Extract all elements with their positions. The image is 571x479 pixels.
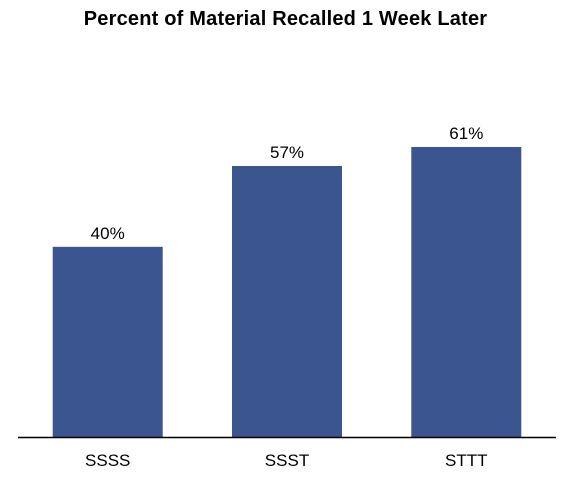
chart-title: Percent of Material Recalled 1 Week Late… [83, 8, 488, 30]
data-label-sttt: 61% [449, 124, 483, 143]
tick-labels-layer: SSSS SSST STTT [85, 451, 488, 470]
tick-label-ssss: SSSS [85, 451, 130, 470]
tick-label-sttt: STTT [445, 451, 488, 470]
labels-layer: 40% 57% 61% [91, 124, 484, 243]
bar-ssss [52, 246, 163, 437]
tick-label-ssst: SSST [265, 451, 309, 470]
data-label-ssss: 40% [91, 224, 125, 243]
bar-sttt [411, 147, 522, 437]
data-label-ssst: 57% [270, 143, 304, 162]
bars-layer [52, 147, 522, 437]
bar-ssst [232, 166, 342, 437]
